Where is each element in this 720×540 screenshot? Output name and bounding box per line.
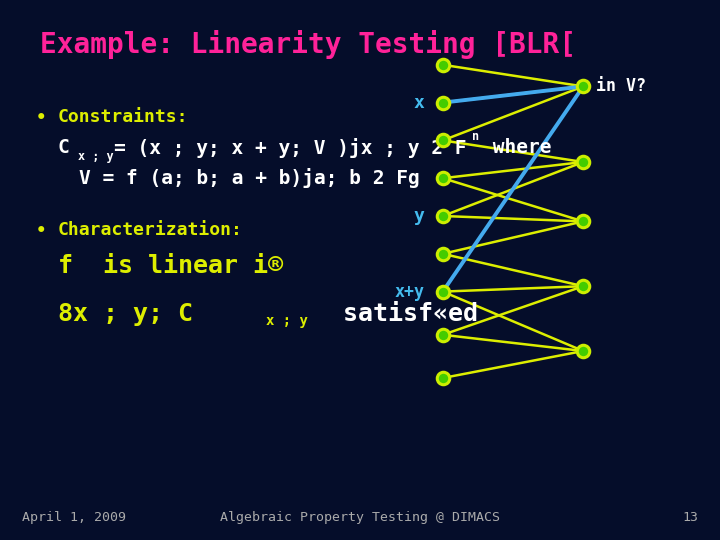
Text: in V?: in V? xyxy=(596,77,646,96)
Text: •: • xyxy=(35,221,48,241)
Text: x: x xyxy=(414,93,425,112)
Text: Example: Linearity Testing [BLR[: Example: Linearity Testing [BLR[ xyxy=(40,30,575,59)
Text: 8x ; y; C: 8x ; y; C xyxy=(58,302,193,326)
Text: •: • xyxy=(35,108,48,128)
Text: n: n xyxy=(472,130,479,143)
Text: C: C xyxy=(58,138,69,157)
Text: y: y xyxy=(414,207,425,225)
Text: x+y: x+y xyxy=(395,282,425,301)
Text: x ; y: x ; y xyxy=(78,150,113,163)
Text: Characterization:: Characterization: xyxy=(58,221,243,239)
Text: Algebraic Property Testing @ DIMACS: Algebraic Property Testing @ DIMACS xyxy=(220,511,500,524)
Text: Constraints:: Constraints: xyxy=(58,108,188,126)
Text: where: where xyxy=(481,138,552,157)
Text: satisf«ed: satisf«ed xyxy=(313,302,478,326)
Text: = (x ; y; x + y; V )jx ; y 2 F: = (x ; y; x + y; V )jx ; y 2 F xyxy=(114,138,467,158)
Text: 13: 13 xyxy=(683,511,698,524)
Text: x ; y: x ; y xyxy=(266,314,308,328)
Text: f  is linear i®: f is linear i® xyxy=(58,254,283,278)
Text: V = f (a; b; a + b)ja; b 2 Fg: V = f (a; b; a + b)ja; b 2 Fg xyxy=(79,168,420,188)
Text: April 1, 2009: April 1, 2009 xyxy=(22,511,125,524)
